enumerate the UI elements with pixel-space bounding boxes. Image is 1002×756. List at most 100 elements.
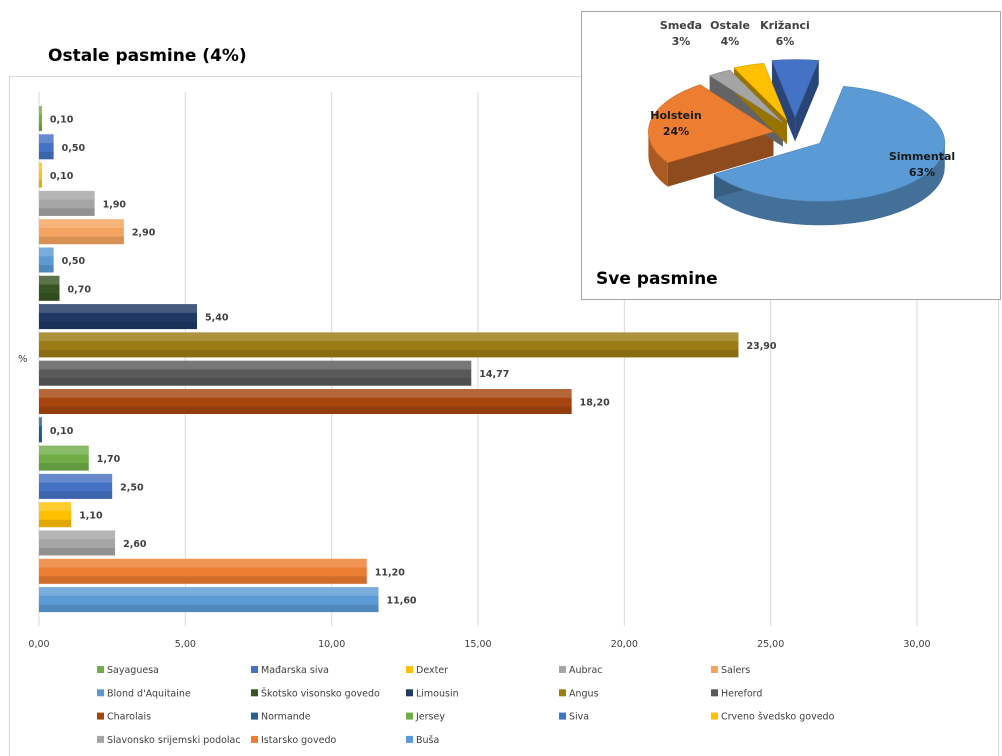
legend-swatch [251,735,258,743]
pie-slice-name: Holstein [650,109,701,122]
bar-shade [39,604,379,613]
bar [39,360,472,386]
bar [39,304,198,330]
x-tick-label: 30,00 [903,639,930,650]
bar-shade [39,406,572,414]
bar-shade [39,293,60,301]
bar [39,219,124,245]
pie-slice-wall [667,131,774,187]
bar [39,530,116,556]
x-tick-label: 20,00 [611,639,638,650]
legend-label: Aubrac [569,665,603,676]
bar-highlight [39,360,472,370]
legend-swatch [97,666,104,673]
bar-value-label: 14,77 [479,369,509,380]
bar-highlight [39,106,42,115]
legend-swatch [406,712,413,720]
bar-group: 0,50 [39,247,85,273]
bar-value-label: 18,20 [580,398,610,409]
legend-swatch [559,666,566,673]
legend-label: Angus [569,688,599,699]
y-axis-label: % [18,354,28,365]
pie-slice-side [714,143,945,226]
legend-item: Hereford [711,688,762,699]
legend-label: Blond d'Aquitaine [107,688,191,699]
legend-item: Mađarska siva [251,665,329,676]
bar-group: 0,10 [39,417,74,443]
bar-highlight [39,304,198,313]
pie-slice [771,59,820,119]
pie-chart-title: Sve pasmine [596,269,718,289]
bar-group: 0,70 [39,275,91,301]
bar-shade [39,236,124,245]
pie-slice-wall [795,60,819,142]
legend-swatch [97,735,104,743]
bar-value-label: 2,90 [132,228,156,239]
bar-shade [39,123,42,131]
legend-swatch [97,689,104,697]
legend-label: Charolais [107,712,151,723]
legend-swatch [251,689,258,697]
bar-value-label: 0,10 [50,171,74,182]
legend-item: Dexter [406,665,448,676]
bar-value-label: 2,60 [123,539,147,550]
legend-item: Buša [406,735,439,746]
pie-slice-name: Simmental [889,150,955,163]
bar-shade [39,519,72,528]
bar-group: 23,90 [39,332,777,358]
x-tick-label: 10,00 [318,639,345,650]
pie-chart-panel: Simmental 63% Holstein 24% Smeđa 3% Ostale 4% Kr… [581,11,1001,300]
legend-swatch [406,666,413,673]
legend-label: Siva [569,712,589,723]
bar [39,558,367,584]
legend-item: Normande [251,712,311,723]
legend-swatch [406,689,413,697]
bar-group: 5,40 [39,304,229,330]
bar-group: 0,50 [39,134,86,160]
pie-slice [733,63,788,121]
bar-group: 14,77 [39,360,509,386]
bar [39,473,113,499]
legend-item: Škotsko visonsko govedo [251,687,380,699]
pie-slice-side [648,131,668,187]
bar-group: 11,20 [39,558,405,584]
bar-shade [39,378,472,386]
bar [39,332,739,358]
bar [39,389,572,414]
legend-swatch [559,712,566,720]
bar-group: 11,60 [39,587,417,613]
bar-value-label: 0,50 [62,143,86,154]
bar-group: 2,60 [39,530,147,556]
chart-title: Ostale pasmine (4%) [48,46,247,66]
bar-highlight [39,190,95,200]
bar-shade [39,151,54,160]
pie-chart: Simmental 63% Holstein 24% Smeđa 3% Ostale 4% Kr… [648,19,955,226]
bar-group: 1,70 [39,445,121,471]
x-tick-label: 15,00 [464,639,491,650]
legend-swatch [711,712,718,720]
bar-group: 1,90 [39,190,126,216]
bar-group: 0,10 [39,106,74,131]
legend-item: Slavonsko srijemski podolac [97,735,241,746]
legend-label: Buša [416,735,439,746]
bar-value-label: 2,50 [120,482,144,493]
bar [39,134,54,160]
bar-group: 1,10 [39,502,103,528]
legend-swatch [711,689,718,697]
legend-item: Aubrac [559,665,603,676]
bar-value-label: 11,60 [386,596,416,607]
bar-value-label: 0,70 [67,284,91,295]
bar-shade [39,548,116,556]
legend-label: Sayaguesa [107,665,159,676]
pie-slice-value: 63% [909,166,935,179]
legend-swatch [251,666,258,673]
pie-slice [648,84,775,164]
bar-highlight [39,445,89,455]
legend-label: Dexter [416,665,448,676]
bar-shade [39,463,89,471]
legend-swatch [406,735,413,743]
bar-group: 18,20 [39,389,610,414]
legend-label: Istarsko govedo [261,735,336,746]
legend-item: Blond d'Aquitaine [97,688,191,699]
